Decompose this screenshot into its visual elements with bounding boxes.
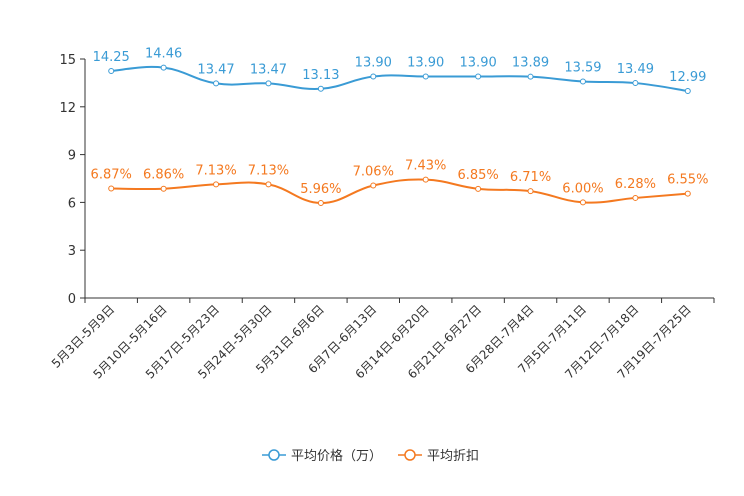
y-tick-label: 3	[68, 244, 76, 259]
data-point[interactable]	[632, 80, 639, 87]
data-label: 13.49	[617, 62, 654, 77]
y-axis-ticks: 0 3 6 9 12 15	[59, 53, 85, 307]
data-point[interactable]	[527, 188, 534, 195]
y-tick-label: 6	[68, 196, 76, 211]
legend-label: 平均价格（万）	[291, 448, 382, 464]
data-label: 7.13%	[248, 163, 289, 178]
series-line	[111, 178, 688, 205]
data-point[interactable]	[317, 85, 324, 92]
data-point[interactable]	[684, 88, 691, 95]
data-point[interactable]	[265, 80, 272, 87]
data-label: 5.96%	[300, 182, 341, 197]
data-point[interactable]	[632, 194, 639, 201]
data-label: 13.59	[564, 60, 601, 75]
data-point[interactable]	[422, 176, 429, 183]
data-label: 6.00%	[562, 181, 603, 196]
y-tick-label: 9	[68, 149, 76, 164]
data-label: 6.28%	[615, 177, 656, 192]
y-tick-label: 15	[59, 53, 76, 68]
data-label: 6.55%	[667, 173, 708, 188]
data-point[interactable]	[475, 73, 482, 80]
data-label: 13.47	[250, 62, 287, 77]
data-point[interactable]	[684, 190, 691, 197]
data-point[interactable]	[108, 185, 115, 192]
series-line	[111, 65, 688, 93]
data-label: 6.71%	[510, 170, 551, 185]
series-1: 14.25 14.46 13.47 13.47 13.13 13.90 13.90 13.90…	[93, 47, 706, 95]
x-axis-ticks: 5月3日-5月9日5月10日-5月16日5月17日-5月23日5月24日-5月3…	[49, 298, 715, 382]
data-label: 7.13%	[195, 163, 236, 178]
series-2: 6.87% 6.86% 7.13% 7.13% 5.96% 7.06% 7.43% 6.85%…	[91, 159, 708, 207]
legend-item-2[interactable]: 平均折扣	[398, 449, 479, 464]
data-point[interactable]	[579, 78, 586, 85]
data-label: 7.43%	[405, 159, 446, 174]
data-point[interactable]	[160, 185, 167, 192]
legend-label: 平均折扣	[427, 449, 479, 464]
data-label: 13.13	[302, 68, 339, 83]
data-label: 14.25	[93, 50, 130, 65]
y-tick-label: 0	[68, 292, 76, 307]
data-label: 6.87%	[91, 168, 132, 183]
data-label: 13.47	[197, 62, 234, 77]
data-point[interactable]	[317, 200, 324, 207]
data-point[interactable]	[160, 64, 167, 71]
data-label: 13.89	[512, 56, 549, 71]
data-label: 12.99	[669, 70, 706, 85]
data-label: 6.86%	[143, 168, 184, 183]
data-point[interactable]	[265, 181, 272, 188]
data-point[interactable]	[422, 73, 429, 80]
data-label: 13.90	[460, 56, 497, 71]
data-point[interactable]	[475, 185, 482, 192]
data-label: 13.90	[355, 56, 392, 71]
y-tick-label: 12	[59, 101, 76, 116]
data-point[interactable]	[370, 73, 377, 80]
data-label: 13.90	[407, 56, 444, 71]
data-point[interactable]	[579, 199, 586, 206]
data-label: 7.06%	[353, 165, 394, 180]
data-point[interactable]	[527, 73, 534, 80]
series-group: 14.25 14.46 13.47 13.47 13.13 13.90 13.90 13.90…	[91, 47, 708, 207]
legend[interactable]: 平均价格（万） 平均折扣	[262, 448, 479, 464]
data-point[interactable]	[370, 182, 377, 189]
legend-marker-icon	[404, 449, 416, 461]
data-point[interactable]	[213, 181, 220, 188]
data-point[interactable]	[213, 80, 220, 87]
legend-marker-icon	[268, 449, 280, 461]
data-point[interactable]	[108, 67, 115, 74]
data-label: 6.85%	[457, 168, 498, 183]
data-label: 14.46	[145, 47, 182, 62]
legend-item-1[interactable]: 平均价格（万）	[262, 448, 382, 464]
